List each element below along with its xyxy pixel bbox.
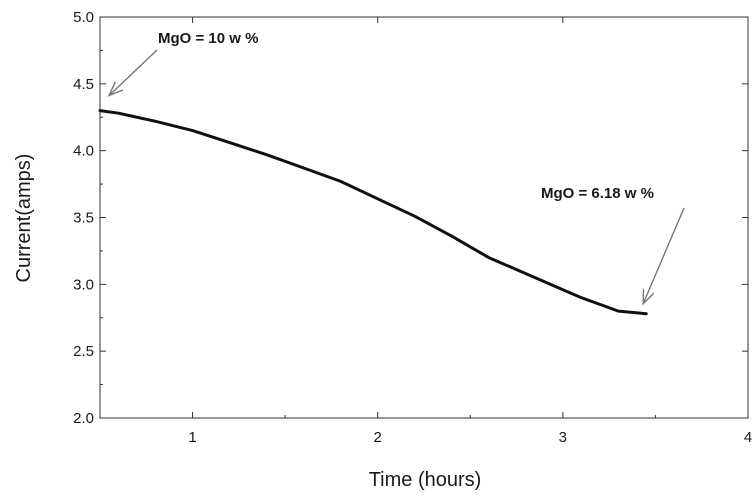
current-line <box>98 109 648 316</box>
annotations: MgO = 10 w % MgO = 6.18 w % <box>107 30 685 306</box>
x-tick-label: 1 <box>188 429 196 446</box>
x-axis-title: Time (hours) <box>369 469 482 491</box>
annotation-label-start: MgO = 10 w % <box>158 30 258 47</box>
y-axis-title: Current(amps) <box>13 154 35 283</box>
annotation-arrow-start <box>107 49 158 97</box>
y-tick-label: 4.5 <box>73 76 94 93</box>
x-tick-label: 4 <box>744 429 752 446</box>
ticks: 2.0 2.5 3.0 3.5 4.0 4.5 5.0 1 2 3 4 <box>73 9 752 446</box>
annotation-arrow-shaft <box>642 207 685 305</box>
annotation-arrowhead <box>107 81 124 97</box>
y-tick-label: 3.0 <box>73 276 94 293</box>
y-tick-label: 5.0 <box>73 9 94 26</box>
x-tick-label: 2 <box>374 429 382 446</box>
annotation-arrow-shaft <box>108 49 158 97</box>
y-tick-label: 2.0 <box>73 410 94 427</box>
series <box>98 109 648 316</box>
y-tick-label: 3.5 <box>73 210 94 227</box>
y-tick-label: 2.5 <box>73 343 94 360</box>
plot-frame <box>99 16 749 419</box>
y-tick-label: 4.0 <box>73 143 94 160</box>
axes <box>99 16 749 419</box>
annotation-label-end: MgO = 6.18 w % <box>541 185 654 202</box>
annotation-arrow-end <box>642 207 685 306</box>
annotation-arrowhead <box>642 288 655 306</box>
x-tick-label: 3 <box>559 429 567 446</box>
